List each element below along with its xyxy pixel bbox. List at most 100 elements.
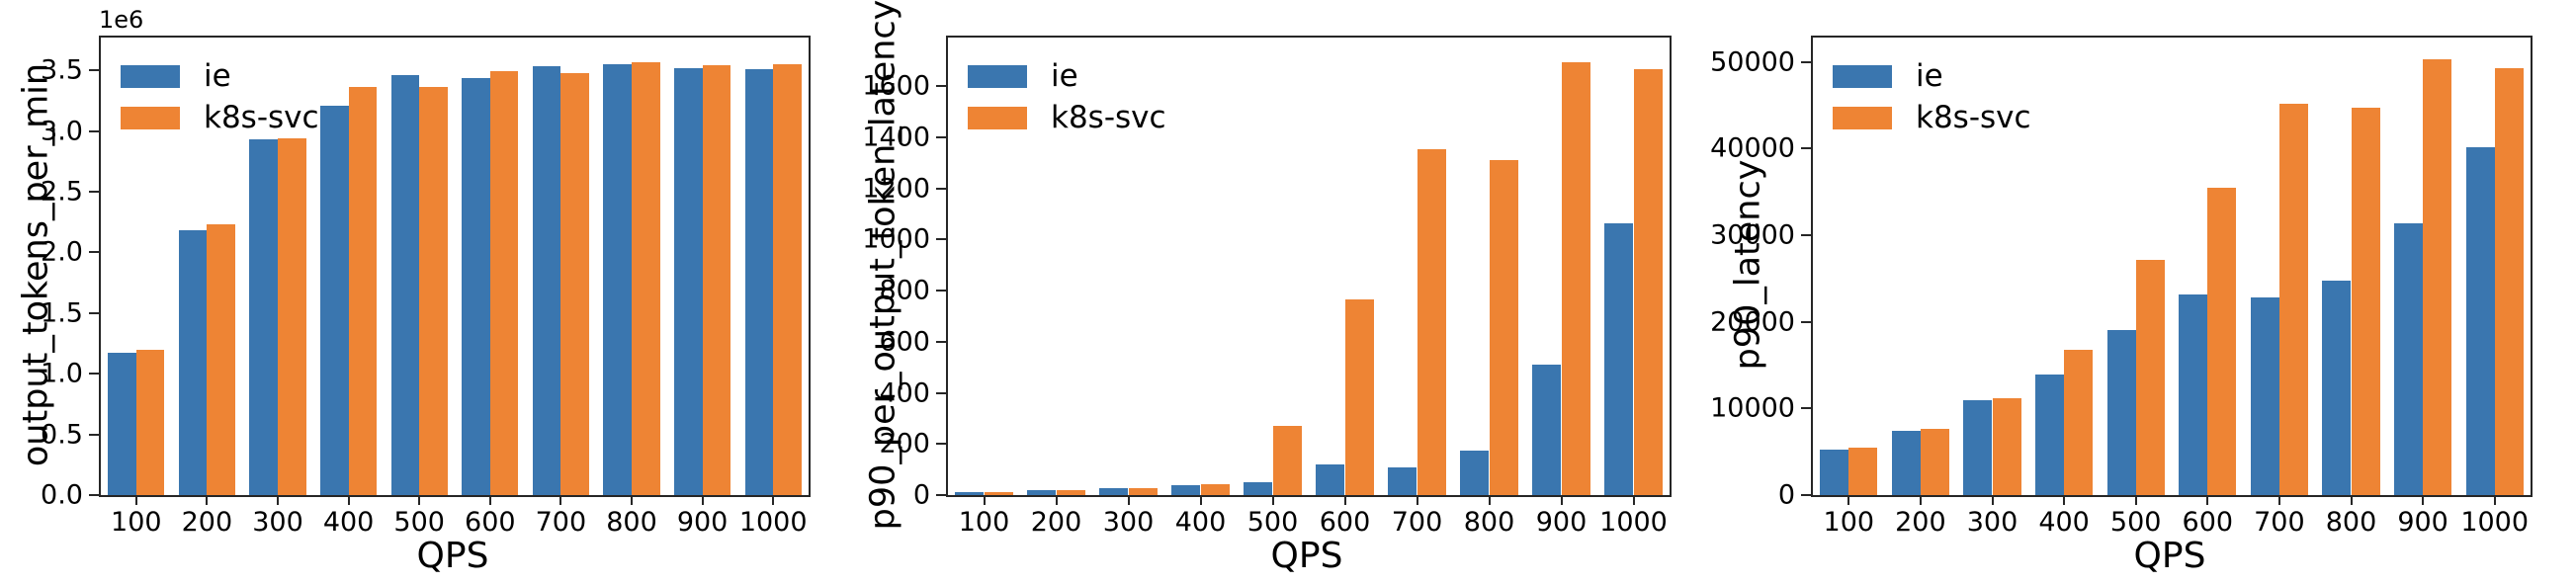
x-axis-label-qps: QPS [2133,536,2206,576]
bar-k8s-svc-400 [348,87,378,495]
x-tick-label: 400 [1174,507,1227,538]
x-tick-mark [983,495,986,505]
bar-ie-200 [1027,490,1057,495]
y-tick-mark [1801,147,1811,150]
y-tick-mark [89,69,99,72]
x-tick-mark [2063,495,2066,505]
bar-ie-500 [1244,482,1273,495]
x-tick-mark [488,495,491,505]
bar-k8s-svc-100 [984,492,1013,495]
x-tick-mark [1416,495,1418,505]
y-tick-label: 400 [879,377,930,409]
x-tick-label: 300 [252,507,303,538]
y-tick-mark [89,251,99,254]
x-tick-mark [1055,495,1058,505]
bar-ie-100 [955,492,985,495]
y-tick-mark [1801,494,1811,496]
y-tick-mark [1801,320,1811,323]
bar-ie-500 [2106,329,2136,495]
bar-ie-1000 [744,68,774,495]
bar-ie-900 [673,67,703,495]
legend: ie k8s-svc [968,55,1166,138]
plot-area-p90-latency: ie k8s-svc 0 10000 20000 30000 40000 50000 100… [1710,36,2533,536]
y-tick-mark [936,494,946,496]
chart-panel-p90-per-output-token-latency: p90_per_output_token_latency ie k8s-svc … [859,0,1718,585]
bar-ie-700 [532,66,561,495]
legend-swatch-k8s-svc [1833,106,1892,129]
x-tick-mark [1271,495,1274,505]
y-tick-label: 3.0 [41,116,83,147]
bar-k8s-svc-200 [207,224,236,495]
y-tick-label: 3.5 [41,54,83,86]
y-tick-label: 1.0 [41,358,83,389]
bar-ie-600 [1316,464,1345,495]
y-tick-label: 600 [879,326,930,358]
bar-k8s-svc-200 [1056,490,1085,495]
legend-row-k8s-svc: k8s-svc [121,97,319,138]
y-tick-mark [936,391,946,394]
y-tick-label: 0 [1777,479,1795,511]
x-tick-label: 500 [2109,507,2162,538]
x-tick-mark [1991,495,1994,505]
bar-k8s-svc-800 [632,61,660,495]
y-tick-label: 200 [879,428,930,460]
bar-k8s-svc-1000 [1633,68,1663,495]
bar-ie-800 [603,64,632,495]
bar-ie-700 [2250,296,2279,495]
x-tick-mark [631,495,633,505]
y-tick-label: 40000 [1710,132,1795,164]
x-tick-mark [1199,495,1202,505]
x-tick-mark [2350,495,2353,505]
bar-ie-300 [249,139,278,495]
x-tick-label: 300 [1102,507,1155,538]
y-tick-mark [89,129,99,132]
x-tick-label: 1000 [738,507,808,538]
x-tick-label: 200 [181,507,233,538]
legend-row-ie: ie [121,55,319,97]
y-tick-mark [936,290,946,292]
x-tick-label: 900 [676,507,729,538]
x-tick-mark [1560,495,1563,505]
y-tick-label: 20000 [1710,306,1795,338]
x-tick-label: 100 [958,507,1010,538]
bar-k8s-svc-300 [1128,488,1158,495]
legend-label-k8s-svc: k8s-svc [1916,99,2031,135]
y-tick-mark [936,187,946,190]
x-tick-label: 200 [1895,507,1946,538]
x-tick-mark [2493,495,2496,505]
x-tick-label: 900 [1535,507,1588,538]
bar-ie-100 [1820,449,1849,495]
x-tick-mark [1127,495,1130,505]
bar-ie-200 [178,230,208,495]
bar-k8s-svc-400 [2064,349,2094,495]
x-tick-mark [701,495,704,505]
y-axis-label-p90-latency: p90_latency [1728,159,1768,371]
y-tick-mark [936,443,946,446]
x-tick-label: 1000 [1599,507,1668,538]
x-tick-label: 700 [535,507,587,538]
bar-k8s-svc-800 [1489,160,1518,495]
chart-panel-output-tokens-per-min: output_tokens_per_min 1e6 ie k8s-svc 0.0… [0,0,859,585]
bar-k8s-svc-400 [1200,484,1230,495]
plot-area-p90-per-output-token-latency: ie k8s-svc 0 200 400 600 800 1000 1200 1400 1600… [862,36,1672,536]
bar-ie-200 [1891,431,1921,495]
y-tick-mark [89,494,99,496]
legend-label-k8s-svc: k8s-svc [1051,99,1166,135]
bar-k8s-svc-600 [2207,187,2237,495]
legend-swatch-ie [968,64,1027,88]
y-tick-mark [89,311,99,314]
x-tick-label: 800 [1463,507,1515,538]
bar-ie-500 [390,75,420,495]
bar-ie-400 [1171,485,1201,495]
x-tick-mark [347,495,350,505]
x-tick-label: 500 [1246,507,1299,538]
y-tick-mark [936,85,946,88]
bar-ie-100 [108,353,136,495]
bar-k8s-svc-600 [489,71,519,495]
y-tick-label: 0.5 [41,419,83,451]
y-tick-label: 800 [879,275,930,306]
bar-ie-400 [319,105,349,495]
x-tick-label: 800 [606,507,657,538]
y-tick-label: 10000 [1710,392,1795,424]
